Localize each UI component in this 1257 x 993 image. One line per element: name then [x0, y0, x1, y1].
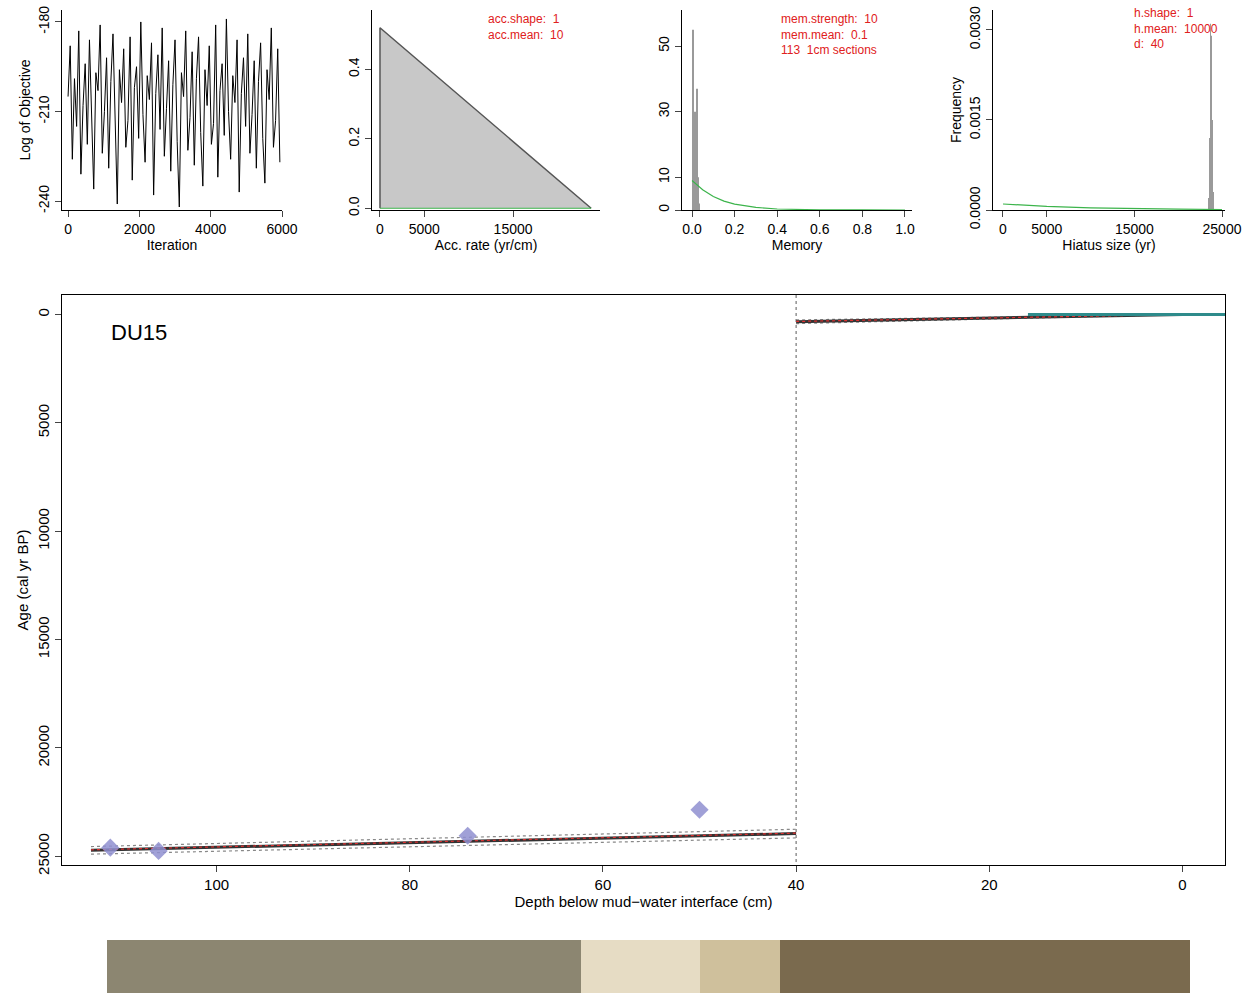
svg-text:0.8: 0.8 — [853, 221, 873, 237]
svg-text:40: 40 — [788, 876, 805, 893]
svg-text:50: 50 — [656, 36, 672, 52]
svg-text:0.6: 0.6 — [810, 221, 830, 237]
svg-text:15000: 15000 — [35, 616, 52, 658]
svg-text:0.4: 0.4 — [346, 57, 362, 77]
svg-text:80: 80 — [401, 876, 418, 893]
svg-text:Hiatus size (yr): Hiatus size (yr) — [1062, 237, 1155, 253]
svg-text:0.0: 0.0 — [682, 221, 702, 237]
svg-text:15000: 15000 — [494, 221, 533, 237]
svg-text:0.0030: 0.0030 — [967, 6, 983, 49]
svg-text:60: 60 — [595, 876, 612, 893]
svg-text:Memory: Memory — [772, 237, 823, 253]
svg-text:-180: -180 — [36, 6, 52, 34]
svg-text:2000: 2000 — [124, 221, 155, 237]
svg-text:0.0000: 0.0000 — [967, 186, 983, 229]
svg-text:10000: 10000 — [35, 508, 52, 550]
svg-text:6000: 6000 — [266, 221, 297, 237]
svg-text:-210: -210 — [36, 95, 52, 123]
svg-text:20000: 20000 — [35, 725, 52, 767]
svg-text:0.4: 0.4 — [767, 221, 787, 237]
svg-text:0: 0 — [64, 221, 72, 237]
svg-text:acc.shape: 1acc.mean: 10: acc.shape: 1acc.mean: 10 — [488, 12, 564, 42]
svg-text:0: 0 — [1178, 876, 1186, 893]
svg-text:5000: 5000 — [1031, 221, 1062, 237]
svg-text:Log of Objective: Log of Objective — [17, 59, 33, 160]
svg-text:0.0: 0.0 — [346, 196, 362, 216]
svg-text:1.0: 1.0 — [895, 221, 915, 237]
svg-text:mem.strength: 10mem.mean: 0.: mem.strength: 10mem.mean: 0.1113 1cm sec… — [781, 12, 878, 57]
svg-text:30: 30 — [656, 102, 672, 118]
svg-text:10: 10 — [656, 167, 672, 183]
svg-text:0: 0 — [376, 221, 384, 237]
svg-text:100: 100 — [204, 876, 229, 893]
svg-text:0: 0 — [999, 221, 1007, 237]
svg-text:0.2: 0.2 — [725, 221, 745, 237]
svg-text:25000: 25000 — [1203, 221, 1242, 237]
svg-text:Depth below mud−water interfac: Depth below mud−water interface (cm) — [514, 893, 772, 910]
svg-text:Age (cal yr BP): Age (cal yr BP) — [14, 530, 31, 631]
svg-text:4000: 4000 — [195, 221, 226, 237]
svg-text:0.2: 0.2 — [346, 127, 362, 147]
svg-text:0.0015: 0.0015 — [967, 96, 983, 139]
svg-text:25000: 25000 — [35, 833, 52, 875]
svg-text:5000: 5000 — [35, 404, 52, 437]
svg-text:DU15: DU15 — [111, 320, 167, 345]
svg-text:-240: -240 — [36, 185, 52, 213]
svg-text:Iteration: Iteration — [147, 237, 198, 253]
svg-text:h.shape: 1h.mean: 10000d: 4: h.shape: 1h.mean: 10000d: 40 — [1134, 6, 1218, 51]
svg-text:Acc. rate (yr/cm): Acc. rate (yr/cm) — [435, 237, 538, 253]
svg-text:20: 20 — [981, 876, 998, 893]
svg-text:0: 0 — [35, 308, 52, 316]
svg-text:5000: 5000 — [409, 221, 440, 237]
svg-text:Frequency: Frequency — [948, 77, 964, 143]
svg-text:0: 0 — [656, 204, 672, 212]
svg-text:15000: 15000 — [1115, 221, 1154, 237]
